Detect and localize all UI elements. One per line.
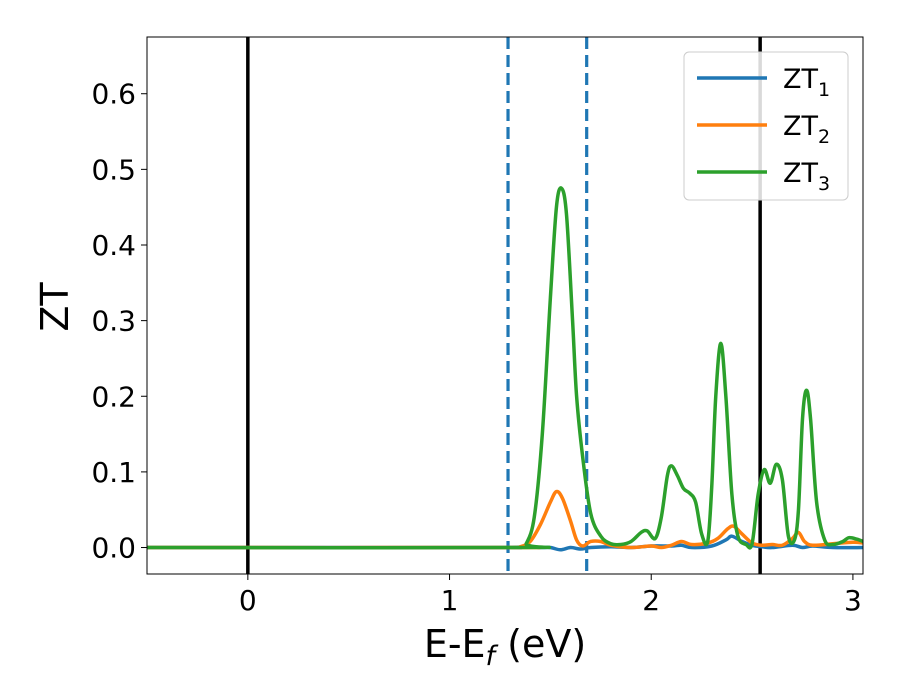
x-axis-title-rest: (eV) (495, 622, 586, 666)
y-tick-label: 0.1 (91, 456, 136, 489)
series-line-zt2 (147, 489, 863, 550)
x-tick-label: 2 (642, 584, 660, 617)
x-tick-label: 3 (844, 584, 862, 617)
legend-label-zt1: ZT1 (783, 64, 830, 101)
y-tick-label: 0.3 (91, 305, 136, 338)
y-axis-title: ZT (33, 282, 77, 332)
x-tick-label: 0 (239, 584, 257, 617)
axes-frame (146, 36, 864, 575)
y-tick-label: 0.0 (91, 532, 136, 565)
x-axis-title-main: E-E (424, 622, 486, 666)
y-tick-label: 0.2 (91, 380, 136, 413)
series-lines (147, 186, 863, 552)
legend: ZT1 ZT2 ZT3 (683, 51, 849, 201)
x-axis-ticks: 0 1 2 3 (239, 574, 862, 617)
legend-label-zt2: ZT2 (783, 111, 830, 148)
series-line-zt3 (147, 186, 863, 550)
y-axis-ticks: 0.0 0.1 0.2 0.3 0.4 0.5 0.6 (91, 78, 147, 565)
y-tick-label: 0.6 (91, 78, 136, 111)
x-axis-title: E-Ef (eV) (424, 622, 586, 672)
legend-label-zt3: ZT3 (783, 158, 830, 195)
vertical-lines (246, 37, 762, 574)
y-tick-label: 0.5 (91, 153, 136, 186)
x-tick-label: 1 (441, 584, 459, 617)
y-tick-label: 0.4 (91, 229, 136, 262)
